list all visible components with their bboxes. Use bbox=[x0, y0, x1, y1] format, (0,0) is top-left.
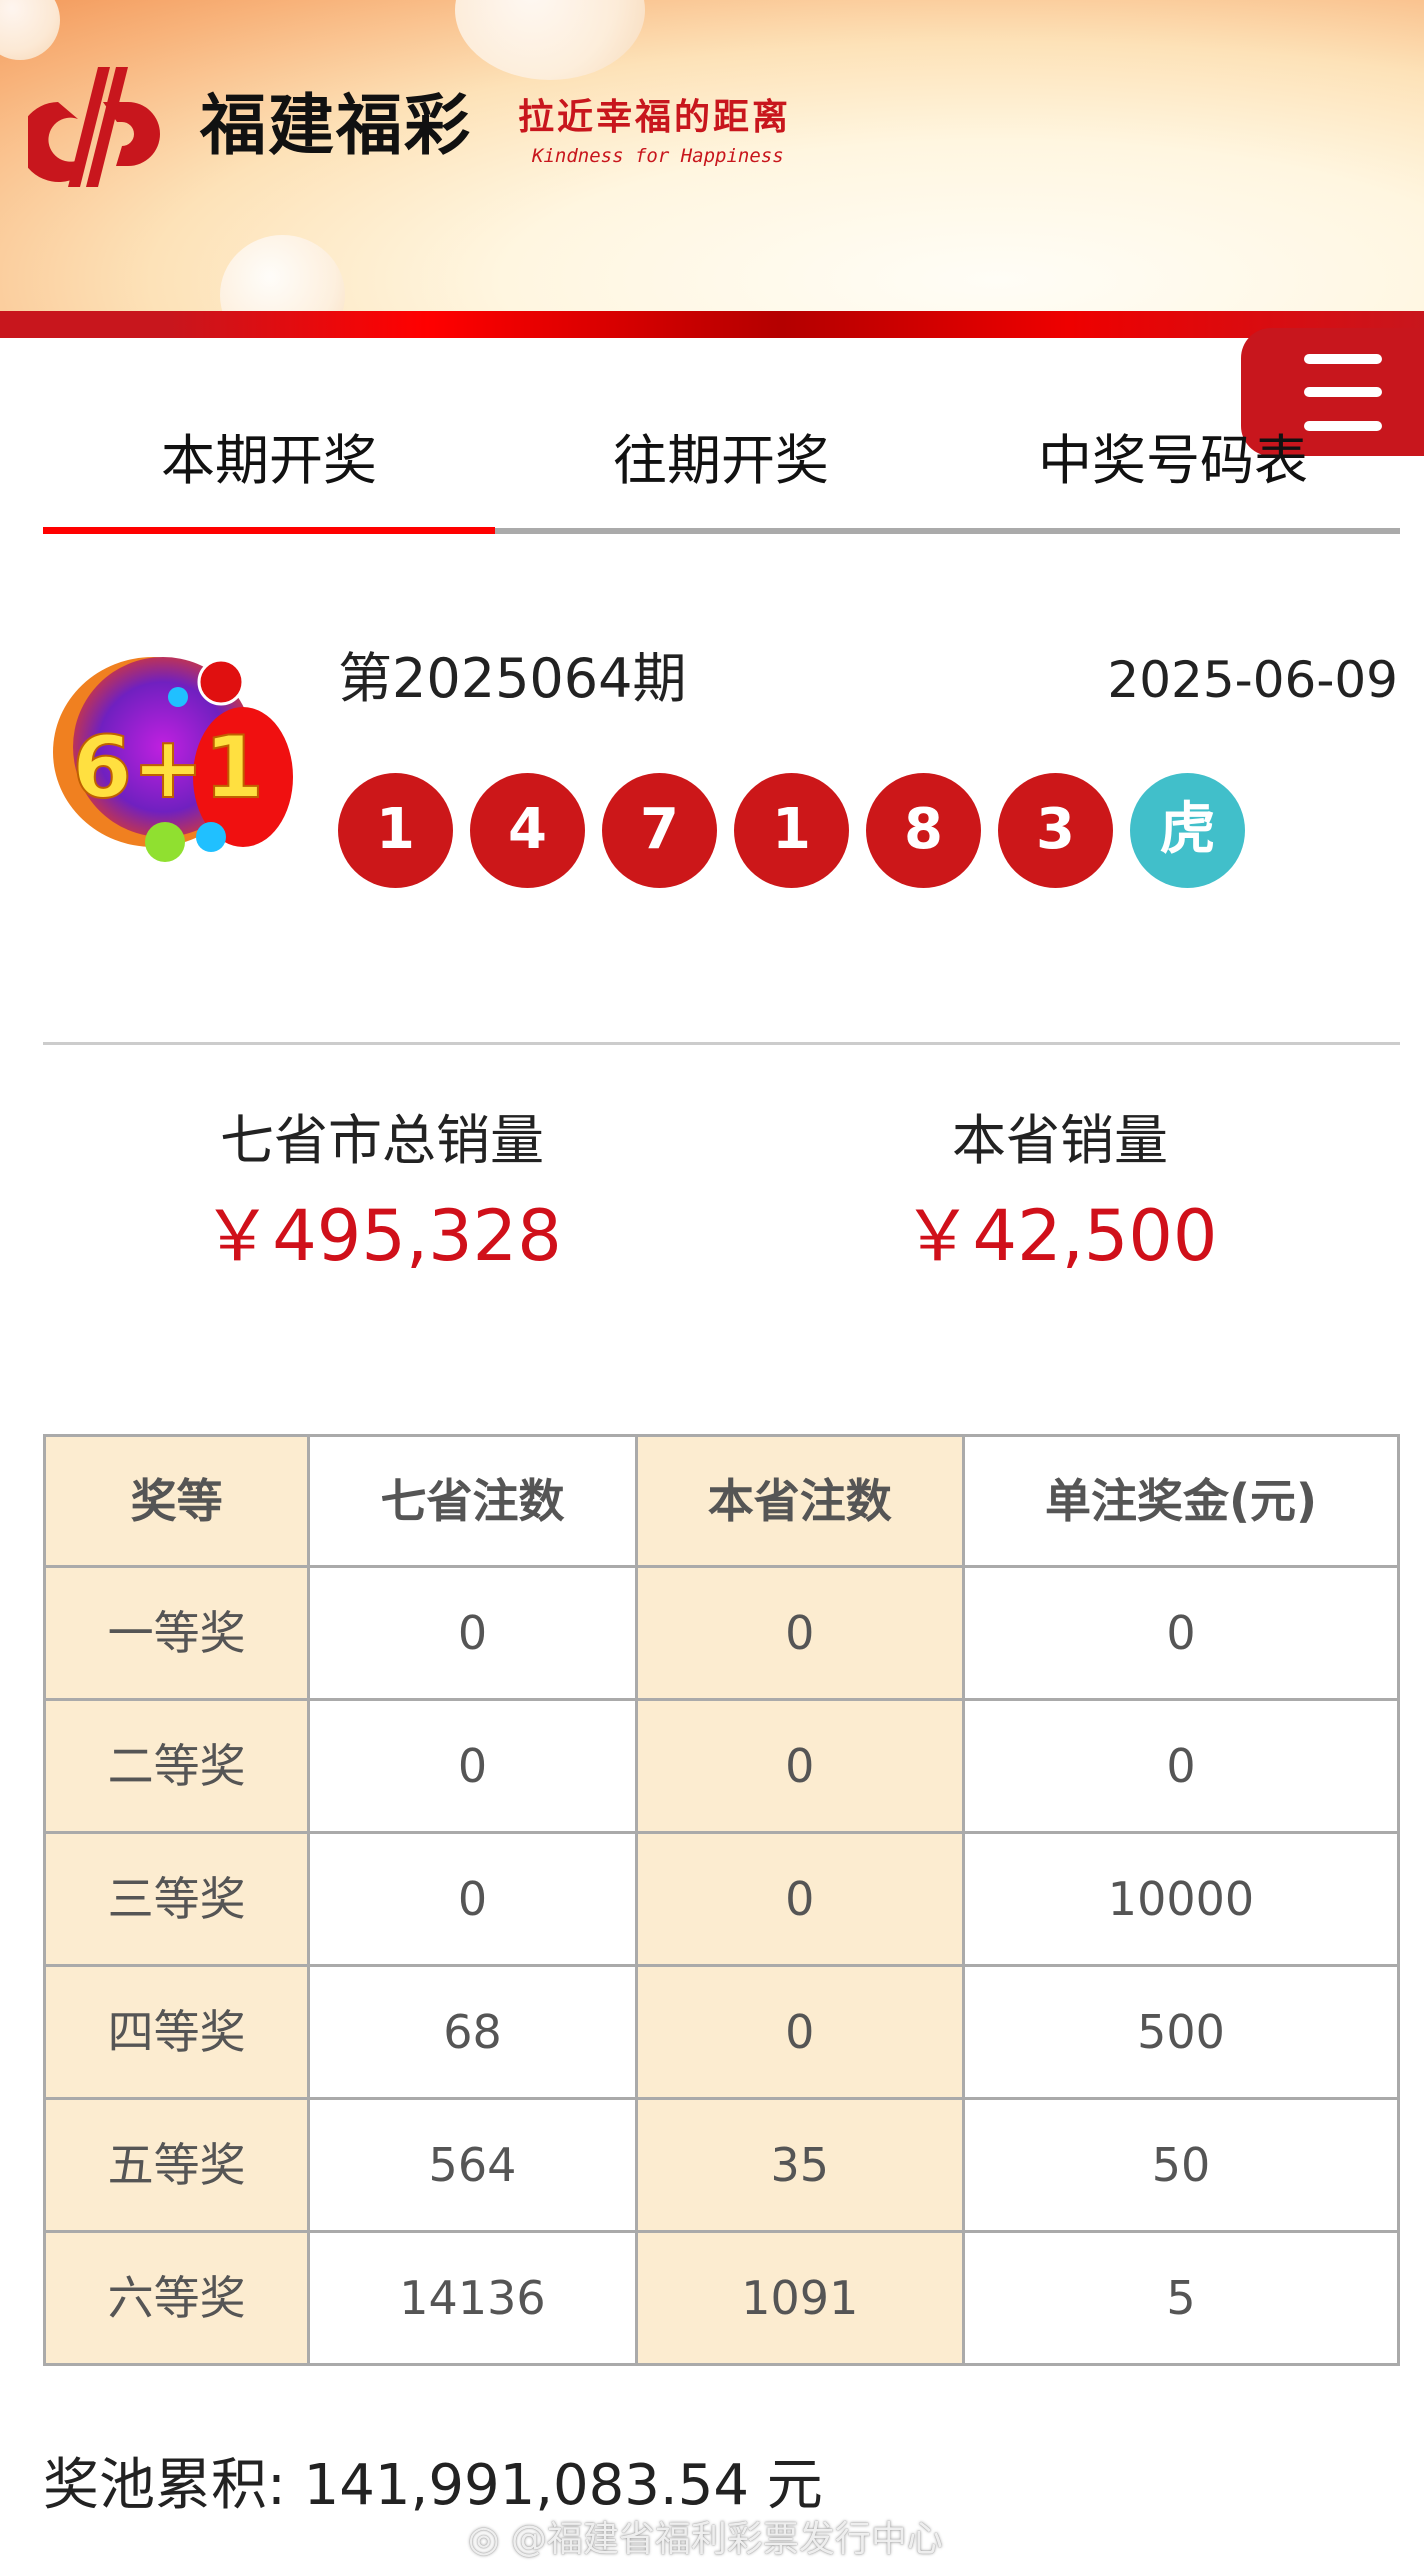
table-row: 一等奖 0 0 0 bbox=[42, 1565, 1401, 1701]
slogan-english: Kindness for Happiness bbox=[532, 145, 784, 167]
zodiac-ball: 虎 bbox=[1130, 773, 1245, 888]
hamburger-icon-line bbox=[1304, 421, 1382, 431]
number-ball: 1 bbox=[338, 773, 453, 888]
column-header: 七省注数 bbox=[307, 1434, 638, 1568]
table-cell: 0 bbox=[634, 1831, 965, 1967]
weibo-watermark: ◎ @福建省福利彩票发行中心 bbox=[468, 2522, 943, 2558]
game-name: 6+1 bbox=[72, 718, 264, 818]
issue-number: 第2025064期 bbox=[338, 647, 687, 710]
slogan: 拉近幸福的距离 bbox=[518, 96, 792, 138]
table-cell: 0 bbox=[307, 1831, 638, 1967]
tab-bar: 本期开奖 往期开奖 中奖号码表 bbox=[43, 420, 1400, 534]
table-header-row: 奖等 七省注数 本省注数 单注奖金(元) bbox=[42, 1434, 1401, 1568]
table-cell: 五等奖 bbox=[42, 2097, 311, 2233]
table-cell: 35 bbox=[634, 2097, 965, 2233]
table-cell: 0 bbox=[307, 1698, 638, 1834]
table-cell: 一等奖 bbox=[42, 1565, 311, 1701]
tab-winning-table[interactable]: 中奖号码表 bbox=[1038, 429, 1308, 492]
column-header: 单注奖金(元) bbox=[961, 1434, 1401, 1568]
number-ball: 8 bbox=[866, 773, 981, 888]
column-header: 奖等 bbox=[42, 1434, 311, 1568]
table-cell: 0 bbox=[634, 1698, 965, 1834]
number-ball: 7 bbox=[602, 773, 717, 888]
table-cell: 5 bbox=[961, 2230, 1401, 2366]
table-cell: 二等奖 bbox=[42, 1698, 311, 1834]
divider bbox=[43, 1042, 1400, 1045]
weibo-icon: ◎ bbox=[468, 2519, 511, 2560]
prize-pool: 奖池累积: 141,991,083.54 元 bbox=[43, 2453, 823, 2518]
header-banner: 福建福彩 拉近幸福的距离 Kindness for Happiness bbox=[0, 0, 1424, 311]
number-ball: 4 bbox=[470, 773, 585, 888]
total-sales-value: ￥495,328 bbox=[202, 1195, 562, 1277]
table-cell: 500 bbox=[961, 1964, 1401, 2100]
table-cell: 六等奖 bbox=[42, 2230, 311, 2366]
brand-name: 福建福彩 bbox=[200, 87, 472, 164]
table-cell: 10000 bbox=[961, 1831, 1401, 1967]
column-header: 本省注数 bbox=[634, 1434, 965, 1568]
hamburger-icon-line bbox=[1304, 387, 1382, 397]
province-sales-value: ￥42,500 bbox=[902, 1195, 1218, 1277]
fucai-logo-icon bbox=[28, 67, 160, 187]
table-cell: 564 bbox=[307, 2097, 638, 2233]
table-cell: 68 bbox=[307, 1964, 638, 2100]
table-row: 六等奖 14136 1091 5 bbox=[42, 2230, 1401, 2366]
table-cell: 0 bbox=[634, 1565, 965, 1701]
table-row: 二等奖 0 0 0 bbox=[42, 1698, 1401, 1834]
prize-table: 奖等 七省注数 本省注数 单注奖金(元) 一等奖 0 0 0 二等奖 0 0 0 三等奖 0 0 10000… bbox=[42, 1434, 1401, 2366]
table-cell: 0 bbox=[961, 1565, 1401, 1701]
table-cell: 0 bbox=[634, 1964, 965, 2100]
table-row: 三等奖 0 0 10000 bbox=[42, 1831, 1401, 1967]
tab-past-draws[interactable]: 往期开奖 bbox=[613, 429, 829, 492]
table-row: 五等奖 564 35 50 bbox=[42, 2097, 1401, 2233]
table-cell: 三等奖 bbox=[42, 1831, 311, 1967]
hamburger-icon bbox=[1304, 354, 1382, 364]
game-6plus1-logo-icon: 6+1 bbox=[53, 657, 293, 862]
active-tab-indicator bbox=[43, 527, 495, 534]
table-cell: 14136 bbox=[307, 2230, 638, 2366]
table-cell: 四等奖 bbox=[42, 1964, 311, 2100]
table-cell: 0 bbox=[961, 1698, 1401, 1834]
draw-date: 2025-06-09 bbox=[1107, 651, 1398, 709]
number-ball: 3 bbox=[998, 773, 1113, 888]
menu-button[interactable] bbox=[1241, 328, 1424, 456]
watermark-text: @福建省福利彩票发行中心 bbox=[510, 2519, 943, 2560]
table-cell: 50 bbox=[961, 2097, 1401, 2233]
province-sales-label: 本省销量 bbox=[952, 1109, 1168, 1172]
table-cell: 0 bbox=[307, 1565, 638, 1701]
red-band bbox=[0, 311, 1424, 338]
total-sales-label: 七省市总销量 bbox=[220, 1109, 544, 1172]
tab-current-draw[interactable]: 本期开奖 bbox=[161, 429, 377, 492]
table-cell: 1091 bbox=[634, 2230, 965, 2366]
table-row: 四等奖 68 0 500 bbox=[42, 1964, 1401, 2100]
number-ball: 1 bbox=[734, 773, 849, 888]
